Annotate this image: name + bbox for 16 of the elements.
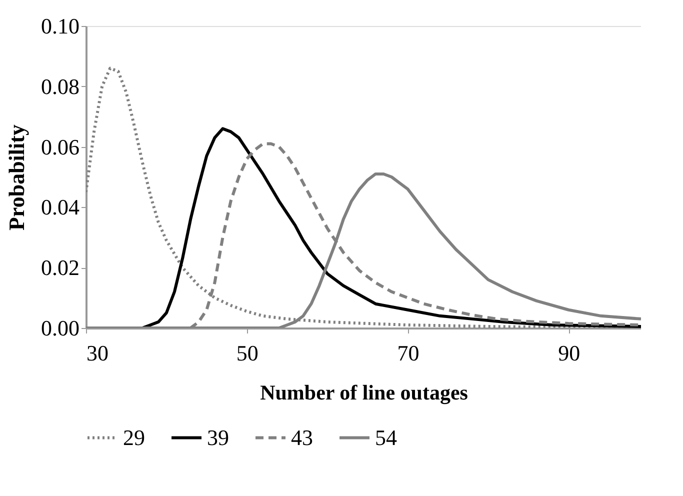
legend-label: 43 <box>291 424 313 450</box>
y-tick-label: 0.06 <box>41 134 80 160</box>
legend-label: 54 <box>375 424 397 450</box>
legend-label: 39 <box>207 424 229 450</box>
y-tick-label: 0.08 <box>41 74 80 99</box>
x-tick-label: 50 <box>236 340 258 366</box>
y-tick-label: 0.02 <box>41 255 80 280</box>
y-tick-label: 0.04 <box>41 194 80 220</box>
x-tick-label: 30 <box>86 340 108 366</box>
x-tick-label: 70 <box>397 340 420 366</box>
legend-label: 29 <box>123 424 145 450</box>
x-tick-label: 90 <box>558 340 580 366</box>
x-axis-title: Number of line outages <box>260 380 468 404</box>
y-axis-title: Probability <box>4 124 29 230</box>
y-tick-label: 0.10 <box>41 14 80 38</box>
y-tick-label: 0.00 <box>41 316 80 340</box>
